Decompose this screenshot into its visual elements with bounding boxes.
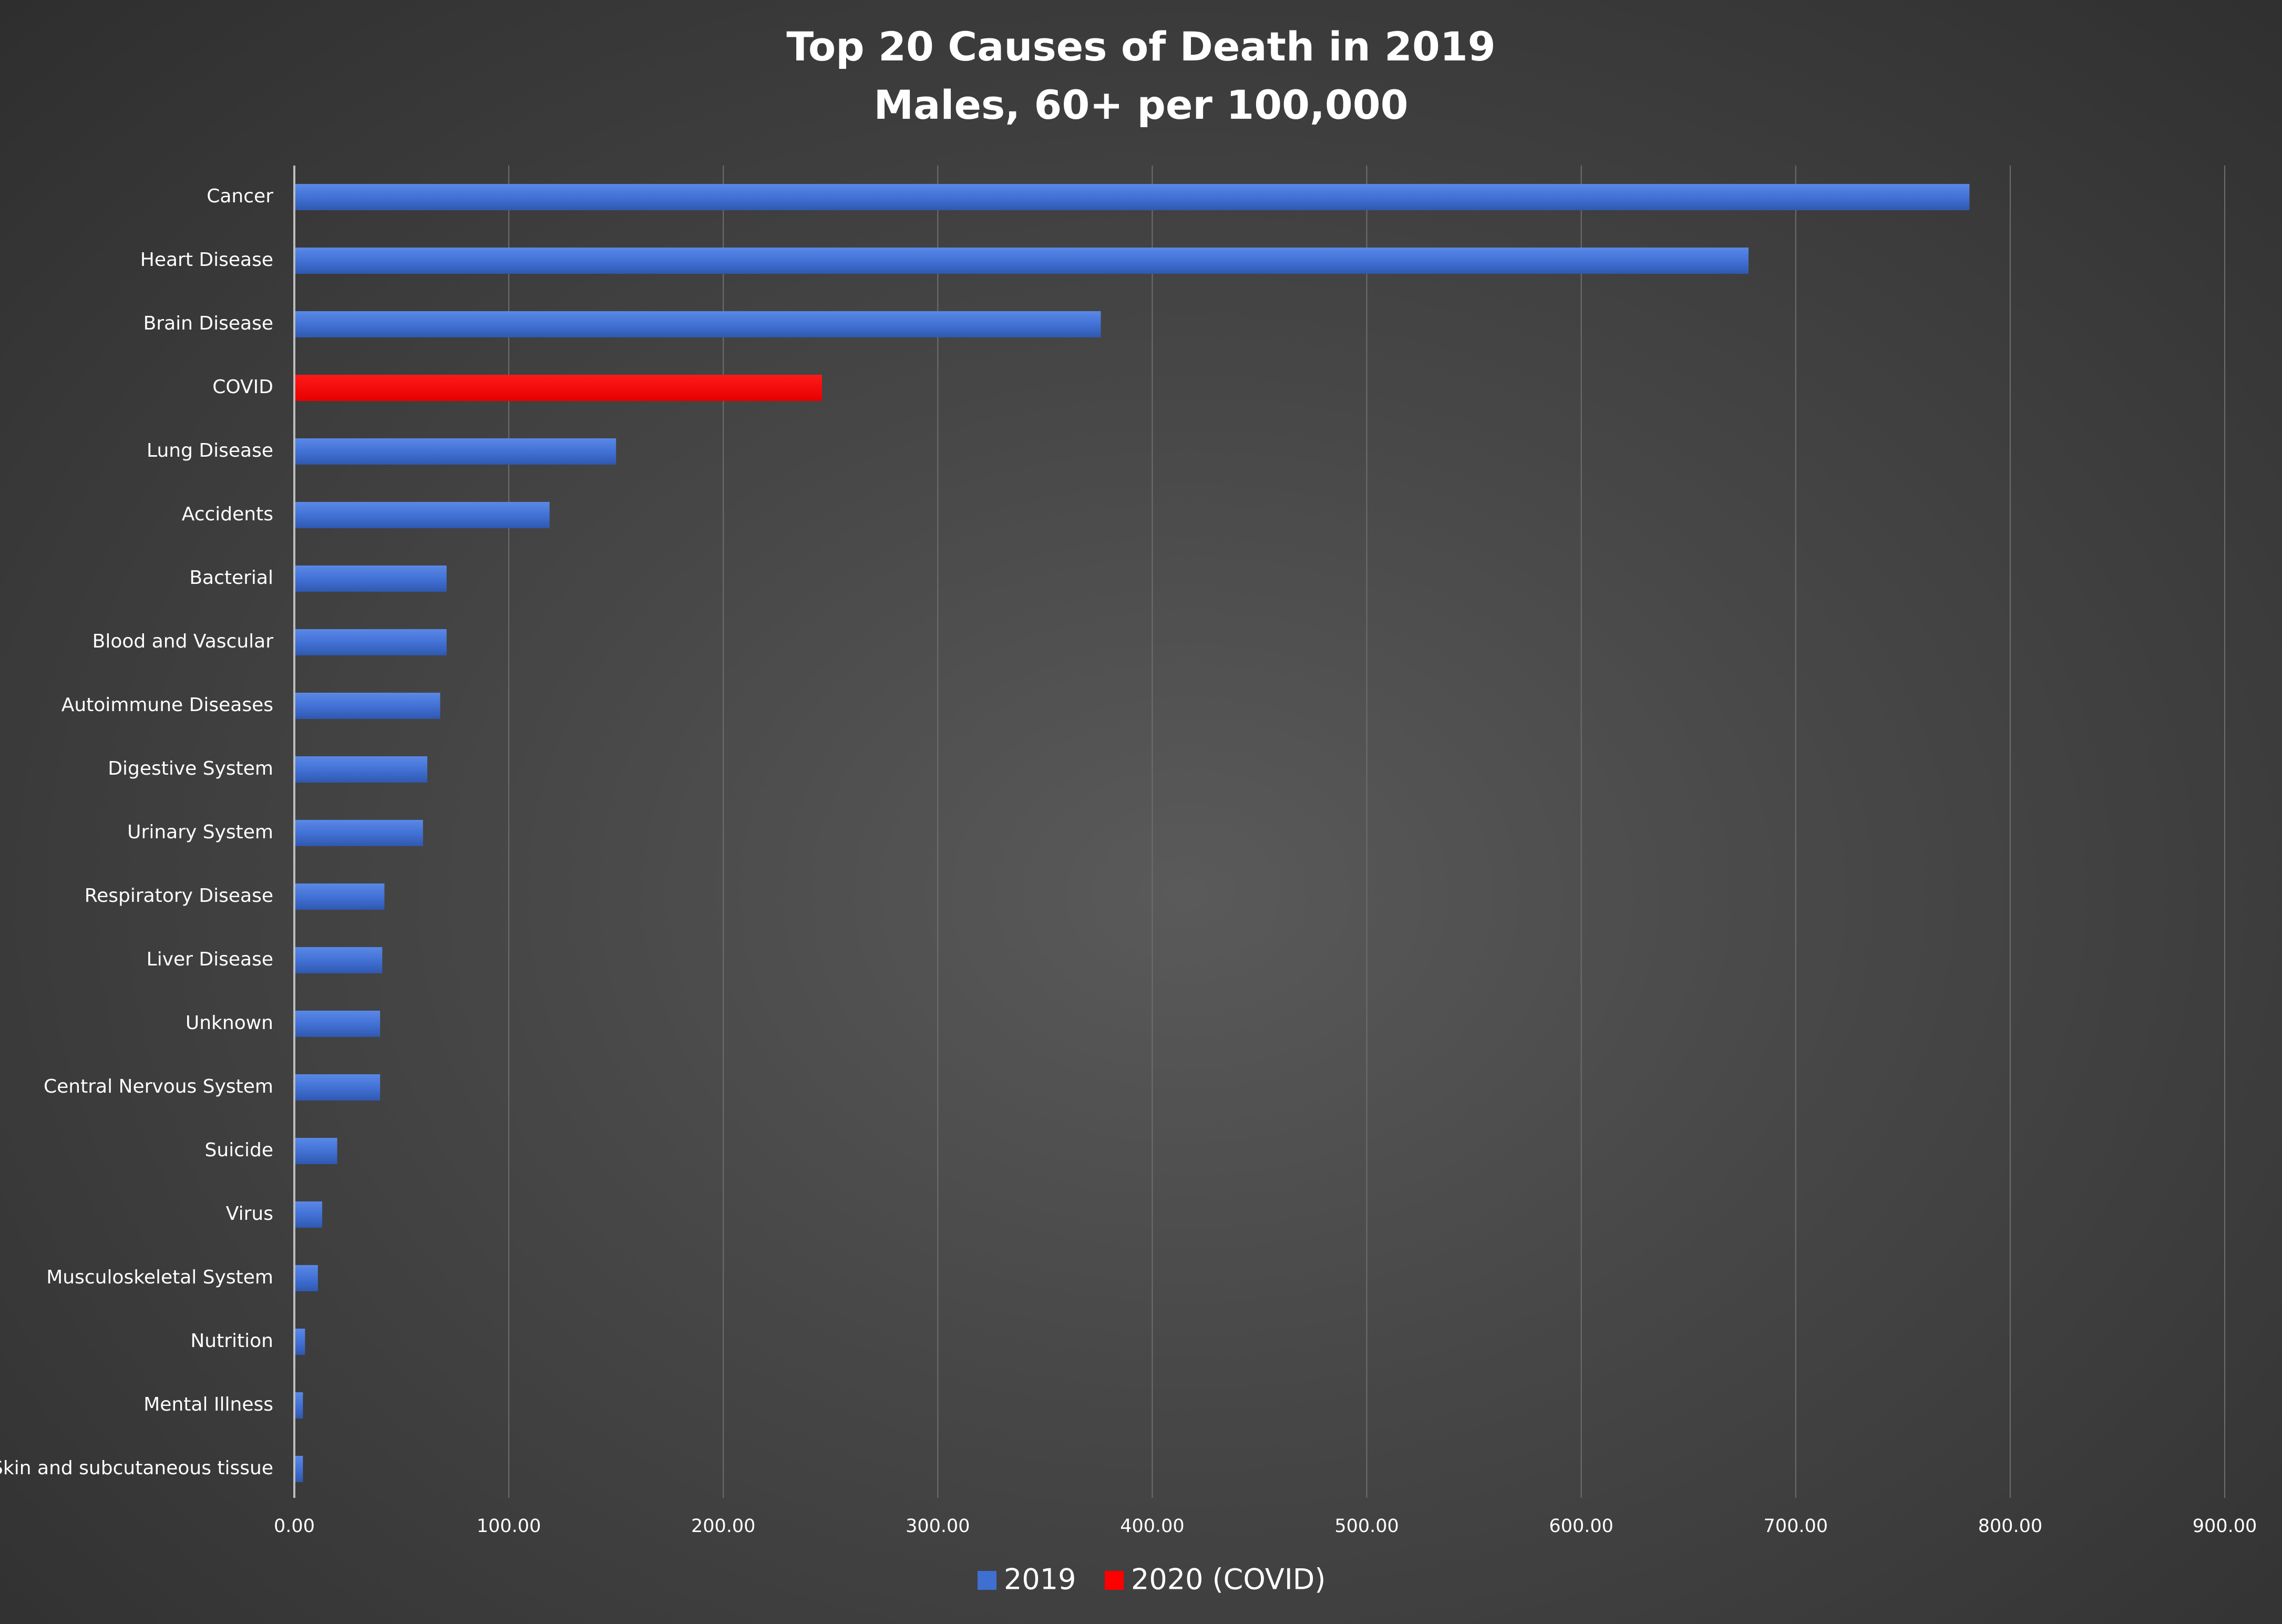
category-label: Central Nervous System <box>44 1076 273 1097</box>
category-label: Musculoskeletal System <box>46 1267 273 1288</box>
category-label: Blood and Vascular <box>92 631 274 652</box>
bar <box>294 1456 303 1482</box>
category-label: Heart Disease <box>140 249 273 271</box>
x-tick-label: 800.00 <box>1978 1516 2042 1537</box>
category-label: COVID <box>212 376 273 398</box>
legend-label: 2020 (COVID) <box>1131 1563 1325 1596</box>
x-tick-label: 700.00 <box>1764 1516 1828 1537</box>
legend-label: 2019 <box>1004 1563 1076 1596</box>
legend-swatch <box>978 1571 996 1590</box>
category-label: Lung Disease <box>147 440 273 461</box>
bar <box>294 883 385 910</box>
bar <box>294 502 550 528</box>
category-label: Unknown <box>186 1012 273 1034</box>
category-label: Respiratory Disease <box>85 885 273 907</box>
bar <box>294 1392 303 1419</box>
x-tick-label: 900.00 <box>2193 1516 2257 1537</box>
bar <box>294 756 428 783</box>
category-label: Suicide <box>205 1139 273 1161</box>
gridlines <box>508 166 2225 1498</box>
bar <box>294 1329 305 1355</box>
x-tick-label: 100.00 <box>477 1516 541 1537</box>
bar <box>294 693 440 719</box>
category-label: Autoimmune Diseases <box>61 694 273 716</box>
bar <box>294 184 1970 210</box>
bar <box>294 438 616 465</box>
bar <box>294 1201 323 1228</box>
category-labels: Cancer Heart Disease Brain Disease COVID Lun… <box>0 186 273 1479</box>
bar <box>294 1074 381 1101</box>
x-tick-label: 200.00 <box>691 1516 755 1537</box>
bar <box>294 1265 318 1291</box>
category-label: Bacterial <box>189 567 273 589</box>
bar <box>294 1138 337 1164</box>
legend: 2019 2020 (COVID) <box>978 1563 1325 1596</box>
category-label: Cancer <box>207 186 273 207</box>
x-tick-label: 0.00 <box>274 1516 315 1537</box>
category-label: Accidents <box>182 503 273 525</box>
bars <box>294 184 1970 1482</box>
category-label: Skin and subcutaneous tissue <box>0 1457 273 1479</box>
x-tick-label: 400.00 <box>1120 1516 1184 1537</box>
category-label: Mental Illness <box>143 1394 273 1415</box>
bar <box>294 947 383 973</box>
bar <box>294 248 1749 274</box>
x-tick-label: 600.00 <box>1549 1516 1613 1537</box>
category-label: Nutrition <box>190 1330 273 1352</box>
category-label: Digestive System <box>108 758 273 779</box>
x-tick-label: 300.00 <box>906 1516 970 1537</box>
bar <box>294 820 423 846</box>
category-label: Virus <box>226 1203 273 1225</box>
bar <box>294 1011 381 1037</box>
category-label: Brain Disease <box>143 313 273 334</box>
chart-subtitle: Males, 60+ per 100,000 <box>873 81 1408 128</box>
bar <box>294 566 447 592</box>
bar <box>294 375 822 401</box>
bar <box>294 629 447 655</box>
bar <box>294 311 1101 337</box>
category-label: Urinary System <box>127 821 273 843</box>
chart-title: Top 20 Causes of Death in 2019 <box>786 23 1495 70</box>
x-tick-label: 500.00 <box>1334 1516 1399 1537</box>
x-tick-labels: 0.00 100.00 200.00 300.00 400.00 500.00 600.00… <box>274 1516 2257 1537</box>
category-label: Liver Disease <box>147 949 273 970</box>
legend-swatch <box>1105 1571 1124 1590</box>
